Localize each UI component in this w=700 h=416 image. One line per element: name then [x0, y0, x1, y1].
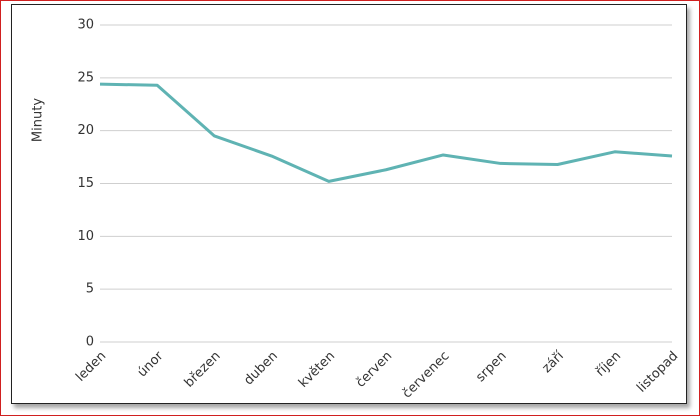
- x-tick-label: září: [540, 348, 568, 376]
- y-axis-label: Minuty: [31, 98, 46, 142]
- y-tick-label: 30: [77, 18, 94, 33]
- x-tick-label: červen: [353, 349, 395, 391]
- x-tick-label: srpen: [473, 349, 509, 385]
- x-tick-label: duben: [241, 349, 281, 389]
- y-tick-label: 20: [77, 123, 94, 138]
- x-tick-label: březen: [182, 349, 224, 391]
- x-tick-label: únor: [135, 348, 167, 380]
- y-tick-label: 25: [77, 70, 94, 85]
- data-line: [99, 82, 673, 183]
- x-tick-label: říjen: [593, 349, 624, 380]
- y-tick-label: 5: [86, 282, 94, 297]
- x-tick-label: listopad: [634, 349, 681, 396]
- x-tick-label: leden: [73, 349, 109, 385]
- chart-frame: [11, 4, 687, 404]
- y-tick-label: 0: [86, 335, 94, 350]
- x-tick-label: květen: [296, 349, 338, 391]
- y-tick-label: 10: [77, 229, 94, 244]
- y-tick-label: 15: [77, 176, 94, 191]
- x-tick-label: červenec: [400, 349, 453, 402]
